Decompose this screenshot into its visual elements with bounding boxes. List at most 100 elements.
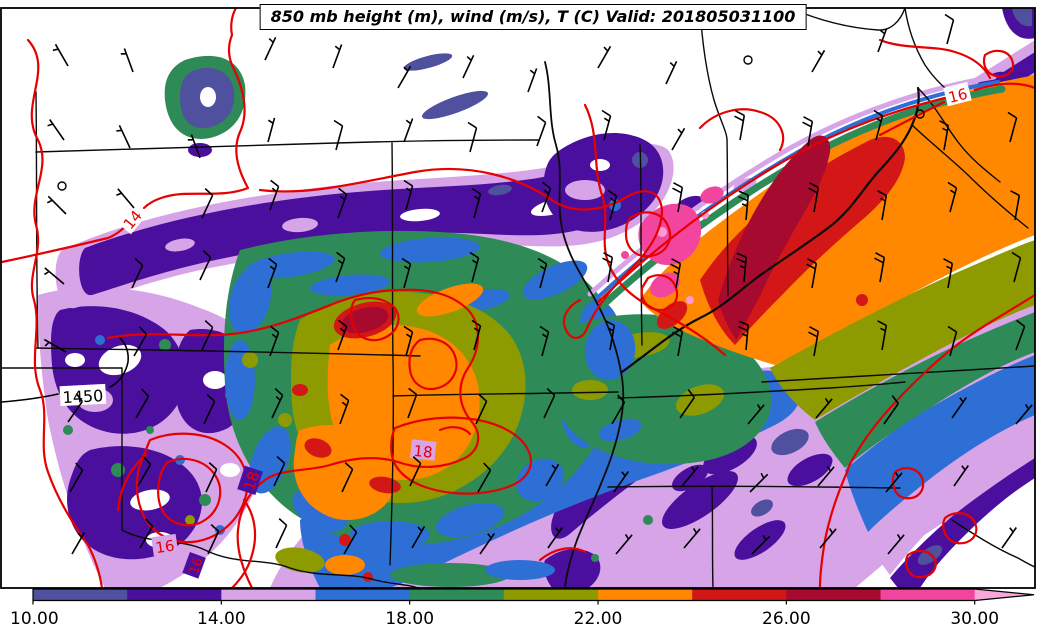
colorbar-segment [786, 589, 882, 601]
wind-barb [135, 388, 150, 419]
wind-barb [613, 471, 629, 493]
wind-barb [337, 319, 348, 351]
contour-label-bg [151, 533, 179, 557]
wind-barb [71, 531, 86, 555]
wind-barb [747, 403, 765, 425]
wind-barb [1007, 111, 1018, 143]
wind-barb [403, 179, 414, 211]
colorbar-tick-label: 30.00 [950, 609, 999, 629]
wind-barb [205, 462, 218, 493]
wind-barb [43, 338, 67, 353]
wind-barb [1001, 527, 1017, 549]
colorbar-segment [880, 589, 976, 601]
wind-barb [811, 49, 826, 73]
wind-barb [671, 127, 686, 151]
wind-barb [672, 182, 684, 213]
wind-barb [944, 13, 955, 45]
wind-barb [683, 527, 701, 549]
temperature-contours-layer [1, 8, 1035, 588]
wind-barb [679, 389, 695, 419]
wind-barb [403, 118, 414, 143]
wind-barb [43, 267, 65, 285]
wind-barb [527, 68, 538, 93]
contour-label: 1450 [62, 386, 104, 407]
wind-barb [877, 28, 888, 53]
wind-barb [883, 395, 899, 425]
wind-barb [611, 394, 626, 425]
wind-barb [467, 121, 478, 153]
colorbar-segment [409, 589, 505, 601]
wind-barb [477, 462, 492, 493]
wind-barb [736, 252, 747, 283]
wind-barb [475, 394, 488, 425]
wind-barb [267, 117, 276, 143]
wind-barb [409, 456, 422, 487]
wind-barb [116, 124, 131, 149]
wind-barb [947, 325, 958, 357]
wind-barb [203, 394, 216, 425]
contour-label-bg [943, 81, 972, 107]
wind-barb [187, 134, 201, 159]
wind-barb [543, 388, 556, 419]
wind-barb [139, 518, 154, 549]
wind-barb [947, 181, 958, 213]
colorbar-tick-label: 10.00 [10, 609, 59, 629]
wind-barb [547, 527, 563, 549]
wind-barb [264, 36, 277, 61]
wind-barb [597, 45, 612, 69]
wind-barb [681, 465, 699, 487]
wind-barb [887, 533, 905, 555]
wind-barb [337, 187, 348, 219]
wind-barb [271, 388, 284, 419]
wind-barb [605, 320, 616, 351]
wind-barb [201, 188, 214, 219]
wind-barb [1010, 190, 1021, 221]
wind-barb [69, 462, 84, 493]
contour-label: 16 [947, 85, 970, 107]
wind-barb [951, 397, 967, 419]
wind-barb [541, 181, 552, 213]
wind-barb [116, 188, 135, 209]
wind-barb [131, 258, 144, 289]
wind-barb [615, 533, 633, 555]
calm-wind-icon [743, 55, 753, 65]
wind-barb [817, 465, 835, 487]
colorbar-outline [32, 588, 1035, 602]
wind-barb [1011, 251, 1022, 283]
wind-barb [471, 187, 482, 219]
wind-barb [333, 119, 344, 151]
wind-barb [877, 320, 888, 351]
wind-barb [670, 258, 682, 289]
colorbar-over-arrow [974, 589, 1034, 601]
contour-label-bg [237, 465, 263, 496]
wind-barb [47, 119, 65, 141]
contour-label: 16 [154, 537, 175, 557]
wind-barb [1015, 319, 1026, 351]
wind-barb [738, 320, 749, 351]
wind-barb [602, 252, 614, 283]
wind-barbs-layer [43, 13, 1033, 555]
wind-barb [665, 60, 678, 85]
wind-barb [52, 43, 69, 67]
colorbar: 10.00 14.00 18.00 22.00 26.00 30.00 [10, 588, 1035, 629]
wind-barb [808, 182, 820, 213]
wind-barb [269, 325, 280, 357]
wind-barb [403, 325, 414, 357]
wind-barb [133, 326, 148, 357]
wind-barb [734, 110, 746, 141]
wind-barb [749, 472, 769, 493]
wind-barb [539, 325, 550, 357]
wind-barb [885, 471, 903, 493]
wind-barb [269, 179, 280, 211]
contour-label-bg [182, 552, 206, 579]
wind-barb [201, 320, 214, 351]
wind-barb [738, 190, 749, 221]
wind-barb [120, 48, 134, 73]
wind-barb [537, 257, 548, 289]
wind-barb [397, 65, 412, 89]
colorbar-tick-label: 18.00 [385, 609, 434, 629]
colorbar-segment [315, 589, 411, 601]
colorbar-tick-label: 26.00 [762, 609, 811, 629]
